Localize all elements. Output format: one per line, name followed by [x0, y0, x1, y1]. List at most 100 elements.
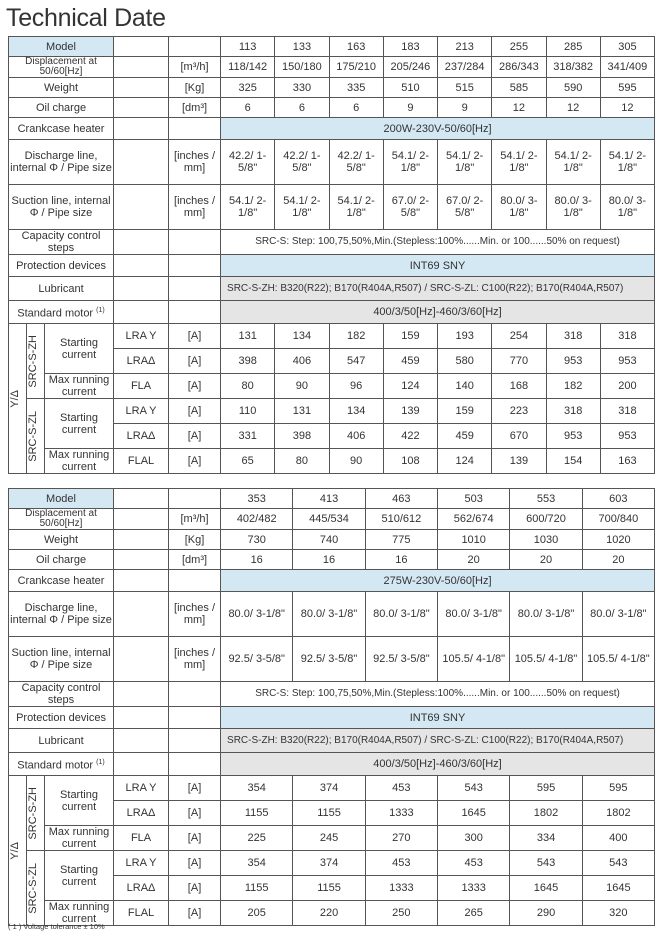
value-cell-zh_fla: 124 — [382, 373, 439, 399]
value-cell-zl_lrad: 953 — [599, 423, 656, 449]
model-header: 503 — [437, 488, 511, 509]
value-cell-zl_flal: 80 — [274, 448, 330, 474]
unit-displacement: [m³/h] — [168, 508, 222, 530]
value-cell-oil: 20 — [509, 549, 583, 570]
blank-cell — [113, 254, 170, 277]
value-cell-zh_lrad: 1645 — [437, 800, 511, 826]
model-header: 183 — [382, 36, 439, 57]
blank-cell — [113, 752, 170, 776]
value-cell-oil: 6 — [274, 97, 330, 118]
value-cell-zh_lray: 193 — [437, 323, 493, 349]
value-cell-discharge: 54.1/ 2-1/8" — [491, 139, 547, 185]
model-header: 413 — [292, 488, 366, 509]
value-cell-zh_lrad: 1155 — [220, 800, 294, 826]
value-motor: 400/3/50[Hz]-460/3/60[Hz] — [220, 300, 656, 324]
unit-amp: [A] — [168, 775, 222, 801]
value-cell-suction: 80.0/ 3-1/8" — [599, 184, 656, 230]
row-label-displacement: Displacement at 50/60[Hz] — [7, 56, 115, 78]
blank-cell — [168, 681, 222, 707]
footnote: ( 1 ) Voltage tolerance ± 10% — [8, 922, 105, 931]
value-cell-suction: 92.5/ 3-5/8" — [292, 636, 366, 682]
blank-cell — [168, 488, 222, 509]
unit-amp: [A] — [168, 875, 222, 901]
blank-cell — [113, 488, 170, 509]
value-crankcase: 200W-230V-50/60[Hz] — [220, 117, 656, 140]
value-cell-zl_lrad: 331 — [220, 423, 276, 449]
value-cell-zl_flal: 250 — [364, 900, 439, 926]
value-cell-discharge: 80.0/ 3-1/8" — [292, 591, 366, 637]
value-cell-discharge: 54.1/ 2-1/8" — [437, 139, 493, 185]
blank-cell — [168, 36, 222, 57]
value-cell-weight: 330 — [274, 77, 330, 98]
unit-oil: [dm³] — [168, 549, 222, 570]
value-cell-displacement: 150/180 — [274, 56, 330, 78]
value-cell-suction: 54.1/ 2-1/8" — [328, 184, 384, 230]
value-cell-zl_lray: 159 — [437, 398, 493, 424]
value-cell-zh_fla: 168 — [491, 373, 547, 399]
row-label-discharge: Discharge line, internal Φ / Pipe size — [7, 139, 115, 185]
value-lubricant: SRC-S-ZH: B320(R22); B170(R404A,R507) / … — [220, 728, 655, 753]
value-cell-zl_lray: 374 — [292, 850, 366, 876]
value-cell-zh_lray: 595 — [509, 775, 583, 801]
value-cell-weight: 595 — [599, 77, 656, 98]
value-cell-displacement: 445/534 — [292, 508, 366, 530]
row-label-displacement: Displacement at 50/60[Hz] — [7, 508, 115, 530]
value-cell-suction: 54.1/ 2-1/8" — [220, 184, 276, 230]
model-header: 603 — [581, 488, 656, 509]
value-cell-zl_lray: 139 — [382, 398, 439, 424]
value-cell-discharge: 42.2/ 1-5/8" — [220, 139, 276, 185]
value-cell-zl_lrad: 1333 — [364, 875, 439, 901]
value-cell-weight: 775 — [364, 529, 439, 550]
zh-label: SRC-S-ZH — [26, 323, 45, 399]
value-cell-zl_lray: 223 — [491, 398, 547, 424]
value-cell-zh_fla: 225 — [220, 825, 294, 851]
max-running-label: Max running current — [43, 448, 115, 474]
value-cell-zl_flal: 65 — [220, 448, 276, 474]
value-cell-oil: 20 — [437, 549, 511, 570]
max-running-label: Max running current — [43, 900, 115, 926]
row-label-model: Model — [7, 488, 115, 509]
value-cell-displacement: 175/210 — [328, 56, 384, 78]
blank-cell — [113, 229, 170, 255]
unit-amp: [A] — [168, 825, 222, 851]
unit-pipe: [inches / mm] — [168, 636, 222, 682]
row-label-motor: Standard motor (1) — [7, 300, 115, 324]
unit-amp: [A] — [168, 800, 222, 826]
value-cell-zh_fla: 270 — [364, 825, 439, 851]
current-type-lray: LRA Y — [113, 850, 170, 876]
starting-current-label: Starting current — [43, 850, 115, 901]
value-cell-zh_lrad: 459 — [382, 348, 439, 374]
row-label-oil: Oil charge — [7, 97, 115, 118]
value-cell-suction: 54.1/ 2-1/8" — [274, 184, 330, 230]
row-label-lubricant: Lubricant — [7, 276, 115, 301]
value-cell-displacement: 237/284 — [437, 56, 493, 78]
value-cell-oil: 9 — [382, 97, 439, 118]
value-cell-displacement: 118/142 — [220, 56, 276, 78]
value-cell-zh_lrad: 1155 — [292, 800, 366, 826]
row-label-weight: Weight — [7, 529, 115, 550]
value-cell-suction: 105.5/ 4-1/8" — [437, 636, 511, 682]
value-cell-zh_lrad: 953 — [599, 348, 656, 374]
value-cell-zh_fla: 90 — [274, 373, 330, 399]
value-cell-discharge: 54.1/ 2-1/8" — [599, 139, 656, 185]
value-cell-oil: 9 — [437, 97, 493, 118]
value-protection: INT69 SNY — [220, 254, 656, 277]
unit-amp: [A] — [168, 348, 222, 374]
value-cell-oil: 16 — [364, 549, 439, 570]
value-cell-zh_lray: 318 — [545, 323, 601, 349]
row-label-model: Model — [7, 36, 115, 57]
value-cell-oil: 12 — [491, 97, 547, 118]
value-cell-zh_lray: 159 — [382, 323, 439, 349]
value-cell-zh_fla: 140 — [437, 373, 493, 399]
value-cell-zh_lrad: 1802 — [581, 800, 656, 826]
value-cell-zl_lrad: 1645 — [509, 875, 583, 901]
starting-current-label: Starting current — [43, 398, 115, 449]
unit-amp: [A] — [168, 373, 222, 399]
value-cell-zl_lrad: 422 — [382, 423, 439, 449]
row-label-protection: Protection devices — [7, 706, 115, 729]
unit-weight: [Kg] — [168, 77, 222, 98]
row-label-discharge: Discharge line, internal Φ / Pipe size — [7, 591, 115, 637]
unit-oil: [dm³] — [168, 97, 222, 118]
value-cell-suction: 105.5/ 4-1/8" — [581, 636, 656, 682]
value-cell-displacement: 510/612 — [364, 508, 439, 530]
